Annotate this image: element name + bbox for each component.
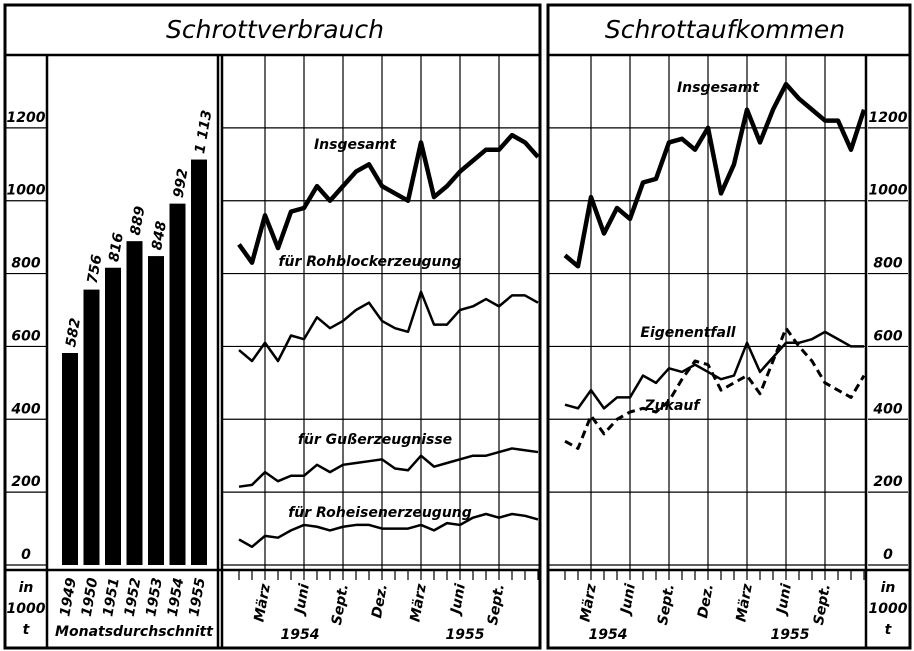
- bar: [83, 289, 100, 565]
- series-label: für Gußerzeugnisse: [298, 432, 452, 448]
- x-tick-label: März: [407, 582, 430, 623]
- x-tick-label: März: [251, 582, 274, 623]
- series-label: Eigenentfall: [640, 325, 735, 341]
- series-line: [238, 290, 539, 363]
- y-unit-label: 1000: [7, 601, 46, 617]
- x-group-label: 1955: [446, 627, 485, 643]
- x-tick-label: 1955: [186, 576, 209, 617]
- x-tick-label: 1951: [100, 577, 123, 618]
- y-tick-label: 400: [10, 401, 40, 417]
- x-group-label: 1954: [281, 627, 320, 643]
- x-tick-label: Sept.: [485, 583, 508, 627]
- value-label: 756: [85, 253, 106, 285]
- bar: [148, 256, 164, 565]
- y-tick-label: 200: [873, 474, 902, 490]
- chart-title: Schrottaufkommen: [605, 15, 845, 44]
- value-label: 992: [171, 167, 192, 199]
- x-tick-label: Sept.: [811, 583, 834, 627]
- y-unit-label: t: [885, 622, 893, 638]
- series-label: Zukauf: [644, 398, 702, 414]
- bar: [169, 203, 186, 565]
- y-tick-label: 600: [873, 328, 902, 344]
- x-tick-label: 1949: [57, 576, 80, 617]
- value-label: 848: [149, 220, 170, 252]
- bar: [62, 352, 78, 565]
- y-tick-label: 200: [11, 474, 40, 490]
- x-group-label: 1954: [589, 627, 628, 643]
- series-label: Insgesamt: [314, 137, 397, 153]
- y-unit-label: 1000: [869, 601, 908, 617]
- chart-title: Schrottverbrauch: [166, 15, 384, 44]
- value-label: 582: [63, 317, 84, 349]
- series-label: Insgesamt: [677, 80, 760, 96]
- series-label: für Roheisenerzeugung: [288, 505, 472, 521]
- y-tick-label: 1000: [7, 183, 46, 199]
- x-tick-label: Sept.: [655, 583, 678, 627]
- y-tick-label: 0: [21, 547, 31, 563]
- y-tick-label: 600: [11, 328, 40, 344]
- bar: [105, 267, 121, 565]
- value-label: 889: [128, 205, 149, 237]
- bar: [126, 241, 143, 565]
- x-tick-label: Juni: [773, 582, 795, 617]
- x-tick-label: Juni: [617, 582, 639, 617]
- x-axis-label: Monatsdurchschnitt: [55, 624, 214, 640]
- series-label: für Rohblockerzeugung: [278, 254, 461, 270]
- x-tick-label: 1954: [165, 577, 188, 618]
- series-line: [237, 132, 540, 265]
- x-tick-label: 1950: [79, 576, 102, 617]
- x-group-label: 1955: [771, 627, 810, 643]
- value-label: 1 113: [192, 109, 215, 155]
- right-panel-frame: [546, 3, 912, 650]
- x-tick-label: Sept.: [329, 583, 352, 627]
- x-tick-label: Dez.: [695, 583, 717, 620]
- y-tick-label: 800: [873, 256, 902, 272]
- series-line: [238, 512, 539, 549]
- y-tick-label: 800: [11, 256, 40, 272]
- y-unit-label: in: [881, 580, 896, 596]
- x-tick-label: März: [733, 582, 756, 623]
- x-tick-label: Juni: [447, 582, 469, 617]
- y-tick-label: 0: [883, 547, 893, 563]
- series-line: [564, 326, 866, 450]
- y-tick-label: 400: [872, 401, 902, 417]
- x-tick-label: Juni: [291, 582, 313, 617]
- series-line: [563, 81, 867, 269]
- x-tick-label: März: [577, 582, 600, 623]
- y-unit-label: t: [23, 622, 31, 638]
- x-tick-label: Dez.: [369, 583, 391, 620]
- y-tick-label: 1200: [7, 110, 46, 126]
- x-tick-label: 1952: [122, 577, 145, 618]
- y-tick-label: 1000: [869, 183, 908, 199]
- bar: [191, 159, 207, 566]
- left-panel-frame: [3, 3, 542, 650]
- x-tick-label: 1953: [143, 577, 166, 618]
- y-unit-label: in: [19, 580, 34, 596]
- value-label: 816: [106, 231, 127, 263]
- series-line: [238, 447, 539, 488]
- y-tick-label: 1200: [869, 110, 908, 126]
